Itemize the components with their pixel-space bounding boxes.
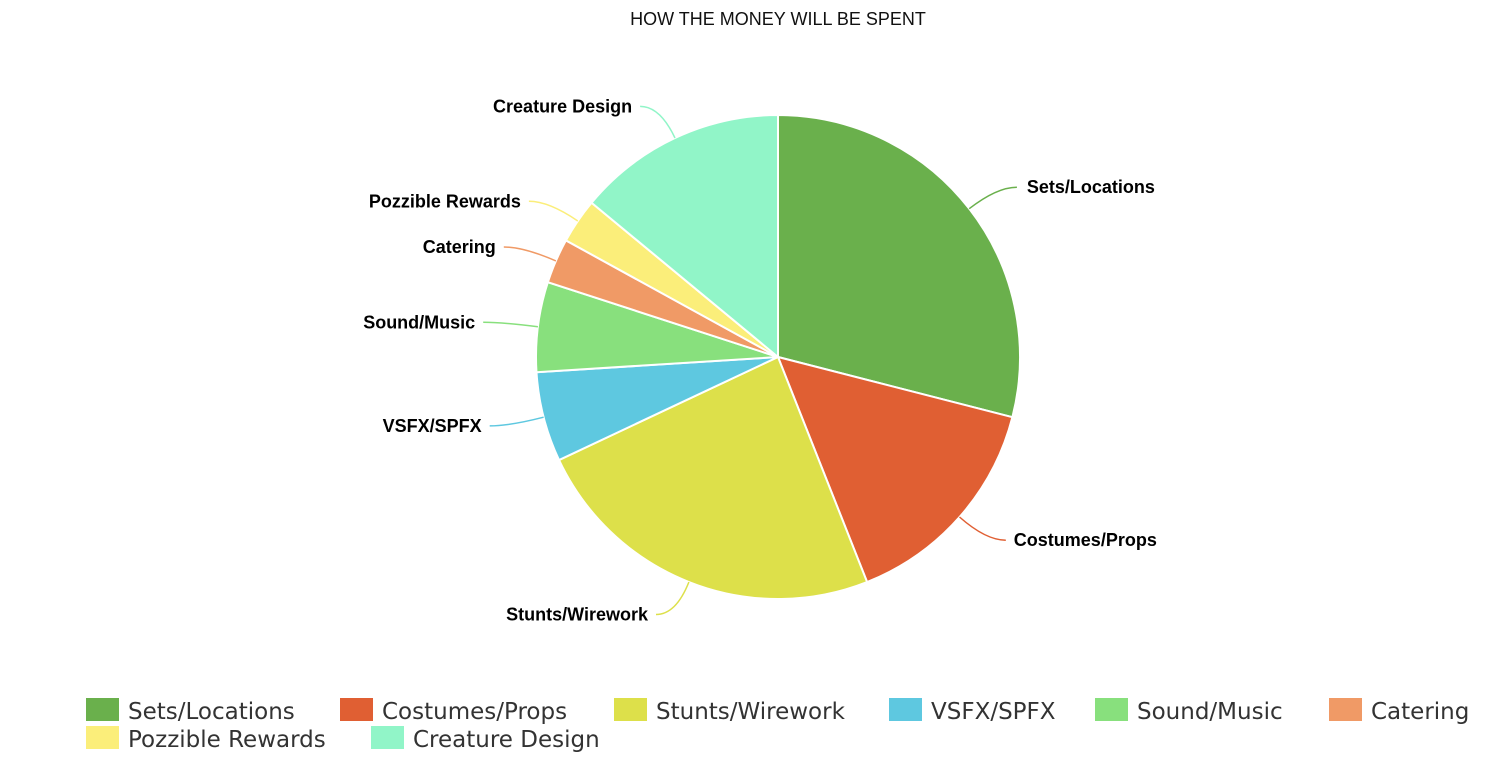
legend-label: Catering bbox=[1371, 699, 1469, 725]
legend-item-vsfx-spfx[interactable]: VSFX/SPFX bbox=[889, 698, 1056, 725]
slice-stunts-wirework[interactable] bbox=[557, 355, 869, 600]
connector-pozzible-rewards bbox=[528, 200, 579, 222]
connector-catering bbox=[503, 246, 557, 262]
connector-sets-locations bbox=[968, 186, 1017, 210]
legend-item-catering[interactable]: Catering bbox=[1329, 698, 1469, 725]
legend-label: Creature Design bbox=[413, 727, 600, 753]
chart-title: HOW THE MONEY WILL BE SPENT bbox=[630, 9, 926, 29]
slice-label-catering: Catering bbox=[423, 237, 496, 257]
legend-label: Sound/Music bbox=[1137, 699, 1283, 725]
legend-item-stunts-wirework[interactable]: Stunts/Wirework bbox=[614, 698, 846, 725]
slice-label-costumes-props: Costumes/Props bbox=[1014, 530, 1157, 550]
legend-label: Costumes/Props bbox=[382, 699, 567, 725]
legend-label: Sets/Locations bbox=[128, 699, 295, 725]
slice-label-vsfx-spfx: VSFX/SPFX bbox=[383, 416, 482, 436]
legend-item-sets-locations[interactable]: Sets/Locations bbox=[86, 698, 295, 725]
legend-swatch bbox=[889, 698, 922, 721]
legend-label: VSFX/SPFX bbox=[931, 699, 1056, 725]
legend-item-pozzible-rewards[interactable]: Pozzible Rewards bbox=[86, 726, 326, 753]
slice-sets-locations[interactable] bbox=[777, 113, 1021, 419]
connector-stunts-wirework bbox=[655, 581, 690, 616]
slice-labels: Sets/Locations Costumes/Props Stunts/Wirew… bbox=[363, 96, 1157, 624]
legend-swatch bbox=[614, 698, 647, 721]
legend: Sets/Locations Costumes/Props Stunts/Wirew… bbox=[86, 698, 1469, 753]
legend-swatch bbox=[86, 698, 119, 721]
slice-label-creature-design: Creature Design bbox=[493, 96, 632, 116]
legend-swatch bbox=[1095, 698, 1128, 721]
pie-slices bbox=[535, 113, 1021, 600]
slice-label-stunts-wirework: Stunts/Wirework bbox=[506, 605, 649, 625]
connector-sound-music bbox=[483, 321, 538, 328]
slice-label-pozzible-rewards: Pozzible Rewards bbox=[369, 191, 521, 211]
connector-creature-design bbox=[640, 105, 676, 139]
legend-label: Pozzible Rewards bbox=[128, 727, 326, 753]
legend-label: Stunts/Wirework bbox=[656, 699, 846, 725]
legend-item-sound-music[interactable]: Sound/Music bbox=[1095, 698, 1283, 725]
connector-vsfx-spfx bbox=[489, 416, 544, 427]
legend-swatch bbox=[1329, 698, 1362, 721]
legend-item-costumes-props[interactable]: Costumes/Props bbox=[340, 698, 567, 725]
legend-swatch bbox=[371, 726, 404, 749]
slice-creature-design[interactable] bbox=[590, 113, 779, 360]
label-connectors bbox=[483, 105, 1017, 616]
legend-swatch bbox=[340, 698, 373, 721]
connector-costumes-props bbox=[959, 516, 1006, 541]
legend-swatch bbox=[86, 726, 119, 749]
slice-label-sound-music: Sound/Music bbox=[363, 312, 475, 332]
slice-label-sets-locations: Sets/Locations bbox=[1027, 177, 1155, 197]
legend-item-creature-design[interactable]: Creature Design bbox=[371, 726, 600, 753]
